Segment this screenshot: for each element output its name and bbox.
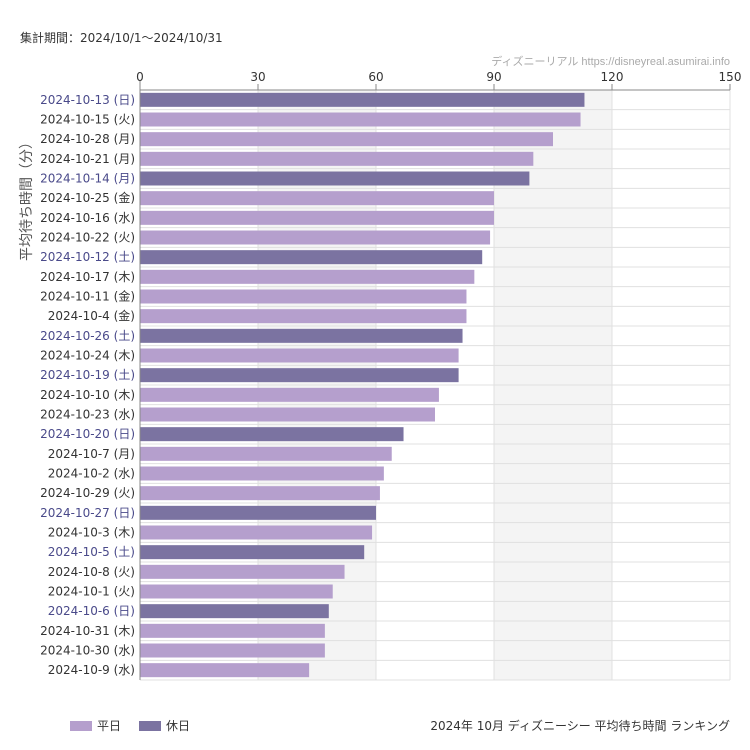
bar[interactable] — [140, 250, 483, 265]
category-label: 2024-10-9 (水) — [48, 663, 135, 677]
category-label: 2024-10-31 (木) — [40, 624, 135, 638]
bar[interactable] — [140, 309, 467, 324]
x-tick-labels: 0 30 60 90 120 150 — [136, 70, 741, 84]
bar[interactable] — [140, 505, 376, 520]
category-label: 2024-10-22 (火) — [40, 231, 135, 245]
category-label: 2024-10-13 (日) — [40, 93, 135, 107]
category-label: 2024-10-3 (木) — [48, 526, 135, 540]
x-tick-label: 120 — [601, 70, 624, 84]
bar[interactable] — [140, 230, 491, 245]
category-label: 2024-10-17 (木) — [40, 270, 135, 284]
bar[interactable] — [140, 210, 494, 225]
category-label: 2024-10-28 (月) — [40, 132, 135, 146]
category-label: 2024-10-15 (火) — [40, 113, 135, 127]
x-tick-label: 90 — [486, 70, 501, 84]
bar[interactable] — [140, 151, 534, 166]
x-tick-label: 60 — [368, 70, 383, 84]
ranking-bar-chart: 0 30 60 90 120 150 2024-10-13 (日) 2024-10-15 (… — [19, 70, 741, 681]
x-tick-label: 150 — [719, 70, 742, 84]
bar[interactable] — [140, 623, 325, 638]
bar[interactable] — [140, 387, 439, 402]
bar[interactable] — [140, 466, 384, 481]
bar[interactable] — [140, 663, 310, 678]
bar[interactable] — [140, 584, 333, 599]
category-label: 2024-10-27 (日) — [40, 506, 135, 520]
category-label: 2024-10-1 (火) — [48, 585, 135, 599]
bar[interactable] — [140, 545, 365, 560]
aggregation-period: 集計期間：2024/10/1〜2024/10/31 — [20, 31, 223, 45]
category-label: 2024-10-5 (土) — [48, 545, 135, 559]
bar[interactable] — [140, 289, 467, 304]
legend-item-holiday[interactable]: 休日 — [139, 717, 190, 734]
category-label: 2024-10-14 (月) — [40, 172, 135, 186]
category-label: 2024-10-11 (金) — [40, 289, 135, 304]
category-label: 2024-10-25 (金) — [40, 190, 135, 205]
category-label: 2024-10-4 (金) — [48, 308, 135, 323]
legend-swatch-weekday — [70, 720, 92, 731]
bar[interactable] — [140, 191, 494, 206]
bar[interactable] — [140, 486, 380, 501]
category-label: 2024-10-12 (土) — [40, 250, 135, 264]
bar[interactable] — [140, 446, 392, 461]
legend-item-weekday[interactable]: 平日 — [70, 717, 121, 734]
category-labels: 2024-10-13 (日) 2024-10-15 (火) 2024-10-28 (… — [40, 93, 135, 677]
y-axis-title: 平均待ち時間（分） — [19, 135, 35, 261]
category-label: 2024-10-2 (水) — [48, 467, 135, 481]
legend-label-weekday: 平日 — [97, 719, 122, 733]
chart-title: 2024年 10月 ディズニーシー 平均待ち時間 ランキング — [430, 719, 730, 733]
axes — [139, 80, 731, 680]
category-label: 2024-10-10 (木) — [40, 388, 135, 402]
bar[interactable] — [140, 132, 553, 147]
category-label: 2024-10-23 (水) — [40, 408, 135, 422]
bar[interactable] — [140, 368, 459, 383]
bars — [140, 92, 585, 678]
category-label: 2024-10-29 (火) — [40, 486, 135, 500]
bar[interactable] — [140, 604, 329, 619]
category-label: 2024-10-21 (月) — [40, 152, 135, 166]
category-label: 2024-10-20 (日) — [40, 427, 135, 441]
x-tick-label: 0 — [136, 70, 144, 84]
bar[interactable] — [140, 525, 373, 540]
bar[interactable] — [140, 269, 475, 284]
x-tick-label: 30 — [250, 70, 265, 84]
legend: 平日 休日 — [70, 717, 208, 734]
bar[interactable] — [140, 643, 325, 658]
bar[interactable] — [140, 328, 463, 343]
category-label: 2024-10-8 (火) — [48, 565, 135, 579]
bar[interactable] — [140, 171, 530, 186]
bar[interactable] — [140, 407, 435, 422]
bar[interactable] — [140, 348, 459, 363]
bar[interactable] — [140, 92, 585, 107]
bar[interactable] — [140, 564, 345, 579]
site-credit[interactable]: ディズニーリアル https://disneyreal.asumirai.inf… — [491, 56, 730, 68]
category-label: 2024-10-26 (土) — [40, 329, 135, 343]
legend-swatch-holiday — [139, 720, 162, 731]
category-label: 2024-10-24 (木) — [40, 349, 135, 363]
bar[interactable] — [140, 112, 581, 127]
category-label: 2024-10-6 (日) — [48, 604, 135, 618]
legend-label-holiday: 休日 — [166, 719, 191, 733]
gridlines — [140, 89, 731, 681]
bar[interactable] — [140, 427, 404, 442]
category-label: 2024-10-7 (月) — [48, 447, 135, 461]
category-label: 2024-10-30 (水) — [40, 644, 135, 658]
category-label: 2024-10-19 (土) — [40, 368, 135, 382]
category-label: 2024-10-16 (水) — [40, 211, 135, 225]
